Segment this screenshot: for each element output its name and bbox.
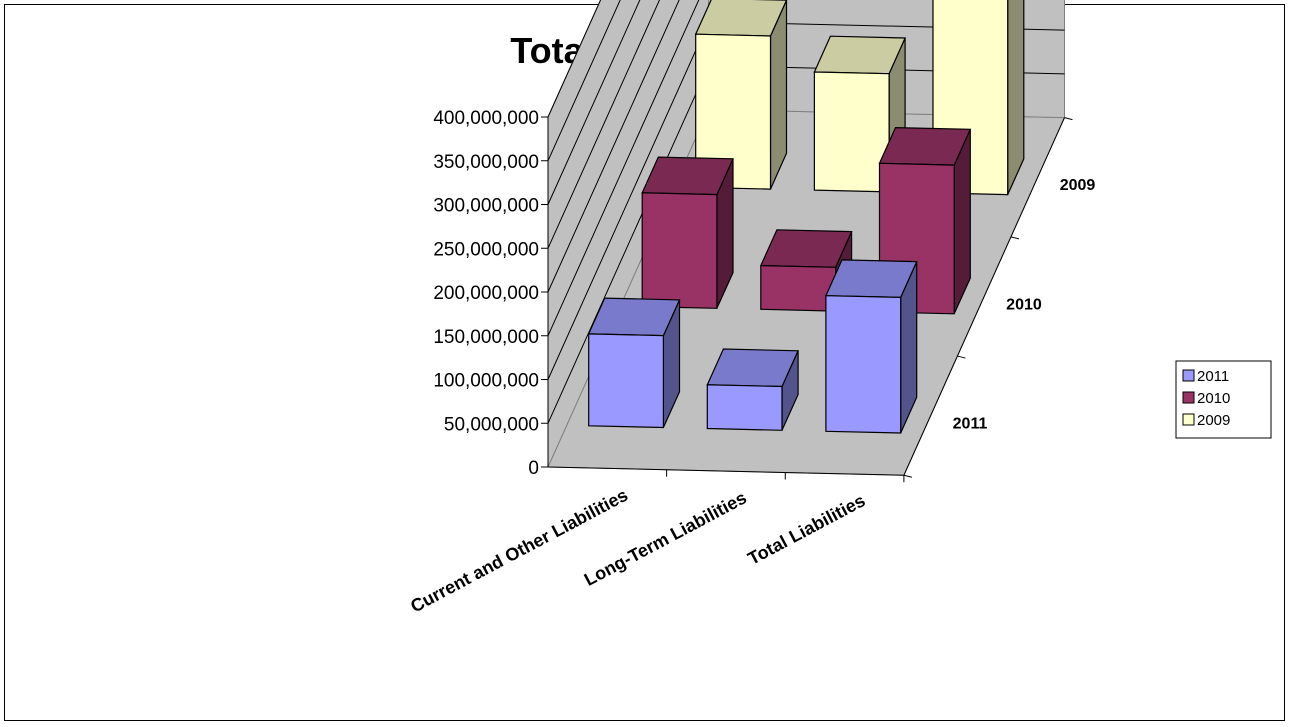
bar-front: [695, 33, 772, 190]
y-tick-label: 300,000,000: [433, 196, 539, 217]
bar-side: [1007, 0, 1025, 195]
gridline: [547, 0, 661, 249]
depth-label: 2010: [1006, 296, 1042, 313]
y-tick-label: 200,000,000: [433, 283, 539, 304]
depth-tick-mark: [957, 355, 966, 359]
bar-2009-0: [694, 0, 788, 190]
category-label: Total Liabilities: [745, 490, 869, 569]
y-axis-ticks: 0 50,000,000 100,000,000 150,000,000 200,000…: [433, 108, 548, 479]
gridline: [547, 0, 641, 205]
depth-tick-mark: [1064, 117, 1073, 121]
bar-top: [587, 297, 681, 337]
depth-label: 2009: [1060, 177, 1096, 194]
bar-top: [694, 0, 788, 37]
bars: [587, 0, 1025, 434]
bar-2011-0: [587, 297, 681, 429]
bar-front: [760, 264, 837, 312]
bar-top: [813, 35, 907, 75]
bar-2011-1: [706, 348, 800, 431]
bar-front: [706, 384, 783, 431]
bar-front: [825, 295, 902, 434]
depth-tick-mark: [903, 474, 913, 478]
y-tick-label: 0: [528, 458, 539, 479]
legend-swatch: [1182, 413, 1195, 426]
y-tick-label: 350,000,000: [433, 152, 539, 173]
y-tick-label: 150,000,000: [433, 327, 539, 348]
bar-top: [641, 156, 734, 196]
depth-labels: 2011 2010 2009: [953, 177, 1096, 432]
y-tick-label: 250,000,000: [433, 239, 539, 260]
gridline: [547, 0, 700, 337]
y-tick-label: 400,000,000: [433, 108, 539, 129]
bar-top: [706, 348, 800, 388]
bar-top: [824, 259, 918, 299]
depth-tick-mark: [1010, 236, 1020, 240]
gridline: [547, 0, 621, 162]
bar-2010-0: [641, 156, 734, 309]
legend-label: 2009: [1197, 412, 1230, 429]
x-axis-line: [547, 466, 904, 476]
category-label: Current and Other Liabilities: [407, 485, 631, 617]
bar-front: [813, 71, 890, 193]
legend: 2011 2010 2009: [1175, 360, 1272, 439]
legend-swatch: [1182, 391, 1195, 404]
legend-swatch: [1182, 369, 1195, 382]
bar-front: [588, 333, 665, 429]
bar-top: [878, 126, 972, 166]
gridline: [547, 0, 680, 293]
legend-label: 2011: [1197, 368, 1229, 385]
bar-top: [759, 229, 853, 268]
legend-label: 2010: [1197, 390, 1230, 407]
bar-front: [641, 192, 718, 309]
depth-axis-line: [903, 117, 1065, 476]
bar-2011-2: [824, 259, 918, 434]
y-tick-label: 100,000,000: [433, 371, 539, 392]
y-tick-label: 50,000,000: [444, 414, 539, 435]
depth-label: 2011: [953, 416, 988, 433]
